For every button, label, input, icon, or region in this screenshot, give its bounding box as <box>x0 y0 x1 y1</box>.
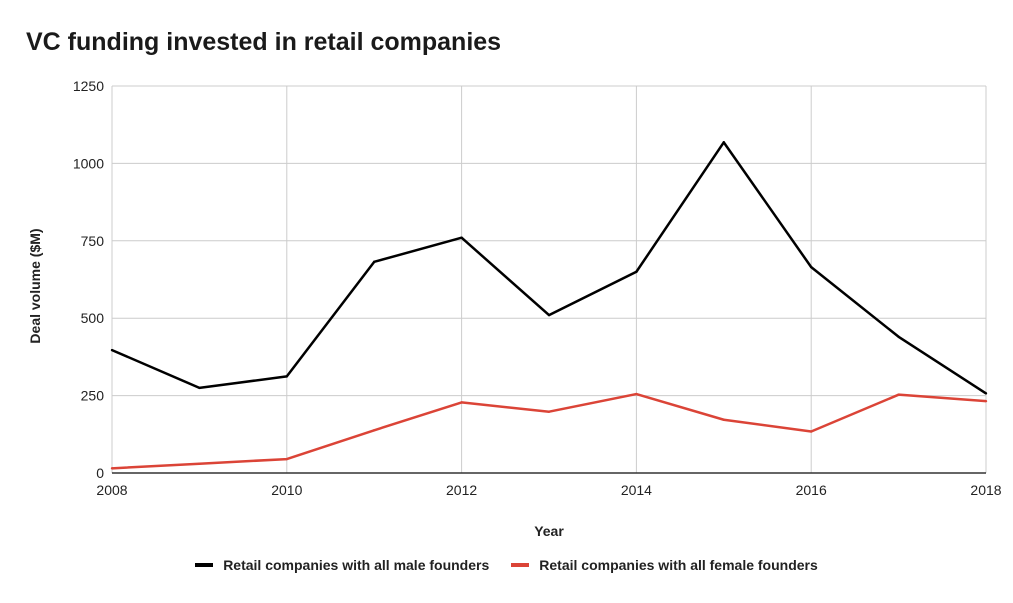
legend-label-female: Retail companies with all female founder… <box>539 557 818 573</box>
legend-item-male[interactable]: Retail companies with all male founders <box>195 557 489 573</box>
x-tick-label: 2008 <box>96 482 127 498</box>
x-tick-label: 2018 <box>970 482 1001 498</box>
data-point-male <box>897 335 900 338</box>
series-line-female <box>111 392 987 470</box>
data-point-female <box>110 467 114 470</box>
series-lines <box>110 141 988 470</box>
data-point-female <box>285 457 288 461</box>
x-tick-label: 2012 <box>446 482 477 498</box>
data-point-male <box>460 236 463 239</box>
y-tick-label: 750 <box>81 233 105 249</box>
legend: Retail companies with all male founders … <box>0 557 1013 573</box>
data-point-male <box>285 375 288 378</box>
data-point-female <box>460 401 463 404</box>
data-point-female <box>373 429 376 432</box>
y-tick-label: 1000 <box>73 155 104 171</box>
legend-label-male: Retail companies with all male founders <box>223 557 490 573</box>
chart-title: VC funding invested in retail companies <box>26 28 502 56</box>
data-point-female <box>198 462 201 465</box>
data-point-male <box>373 260 376 264</box>
data-point-female <box>810 430 813 433</box>
data-point-female <box>984 399 988 403</box>
legend-swatch-male <box>195 563 214 567</box>
y-axis-label: Deal volume ($M) <box>27 228 43 343</box>
x-tick-label: 2016 <box>796 482 827 498</box>
data-point-male <box>635 270 638 273</box>
data-point-female <box>722 418 725 421</box>
x-tick-label: 2014 <box>621 482 652 498</box>
data-point-female <box>897 393 900 396</box>
x-axis-label: Year <box>534 523 564 539</box>
data-point-male <box>984 392 988 395</box>
y-tick-label: 500 <box>81 310 105 326</box>
axis-tick-labels: 0 250 500 750 1000 1250 2008 2010 2012 2014 2016 20… <box>73 78 1002 498</box>
legend-item-female[interactable]: Retail companies with all female founder… <box>511 557 818 573</box>
data-point-male <box>198 386 201 390</box>
data-point-female <box>547 410 551 413</box>
series-line-male <box>111 141 987 395</box>
data-point-female <box>635 392 638 396</box>
data-point-male <box>547 313 551 317</box>
y-tick-label: 250 <box>81 388 105 404</box>
y-tick-label: 1250 <box>73 78 104 94</box>
y-tick-label: 0 <box>96 465 104 481</box>
x-tick-label: 2010 <box>271 482 302 498</box>
data-point-male <box>810 265 813 269</box>
data-point-male <box>722 141 725 144</box>
grid-lines <box>111 85 987 473</box>
legend-swatch-female <box>511 563 530 567</box>
data-point-male <box>110 348 114 352</box>
